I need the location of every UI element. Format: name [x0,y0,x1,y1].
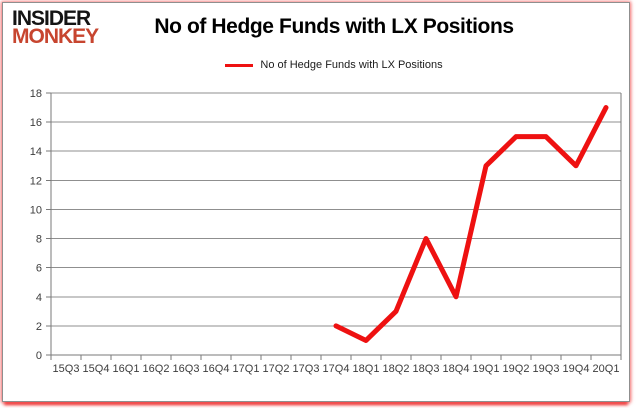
x-tick-label: 18Q4 [443,363,470,375]
y-tick-label: 18 [30,88,42,100]
logo-line-insider: INSIDER [12,7,91,30]
x-tick-label: 18Q1 [353,363,380,375]
x-tick-label: 19Q3 [533,363,560,375]
legend-line-swatch [225,63,254,67]
y-tick-label: 8 [36,234,42,246]
y-tick-label: 6 [36,263,42,275]
x-tick-label: 15Q4 [83,363,110,375]
y-tick-label: 12 [30,175,42,187]
y-tick-label: 0 [36,350,42,362]
x-tick-label: 18Q3 [413,363,440,375]
y-tick-label: 16 [30,117,42,129]
y-tick-label: 2 [36,321,42,333]
x-tick-label: 16Q1 [113,363,140,375]
x-tick-label: 17Q2 [263,363,290,375]
data-line [333,105,609,343]
x-tick-label: 17Q1 [233,363,260,375]
x-tick-label: 17Q3 [293,363,320,375]
x-tick-label: 18Q2 [383,363,410,375]
x-tick-label: 16Q3 [173,363,200,375]
x-tick-label: 19Q1 [473,363,500,375]
x-tick-label: 19Q4 [563,363,590,375]
x-tick-label: 19Q2 [503,363,530,375]
x-tick-label: 17Q4 [323,363,350,375]
logo-line-monkey: MONKEY [12,25,99,48]
y-tick-label: 10 [30,204,42,216]
x-tick-label: 16Q2 [143,363,170,375]
legend: No of Hedge Funds with LX Positions [49,58,619,72]
x-tick-label: 16Q4 [203,363,230,375]
y-tick-label: 14 [30,146,42,158]
x-tick-label: 20Q1 [593,363,620,375]
legend-label: No of Hedge Funds with LX Positions [260,59,443,71]
x-tick-label: 15Q3 [53,363,80,375]
chart-title: No of Hedge Funds with LX Positions [154,15,514,38]
insider-monkey-logo: INSIDER MONKEY [12,7,99,48]
chart-card: INSIDER MONKEY No of Hedge Funds with LX… [2,2,630,402]
y-tick-label: 4 [36,292,42,304]
